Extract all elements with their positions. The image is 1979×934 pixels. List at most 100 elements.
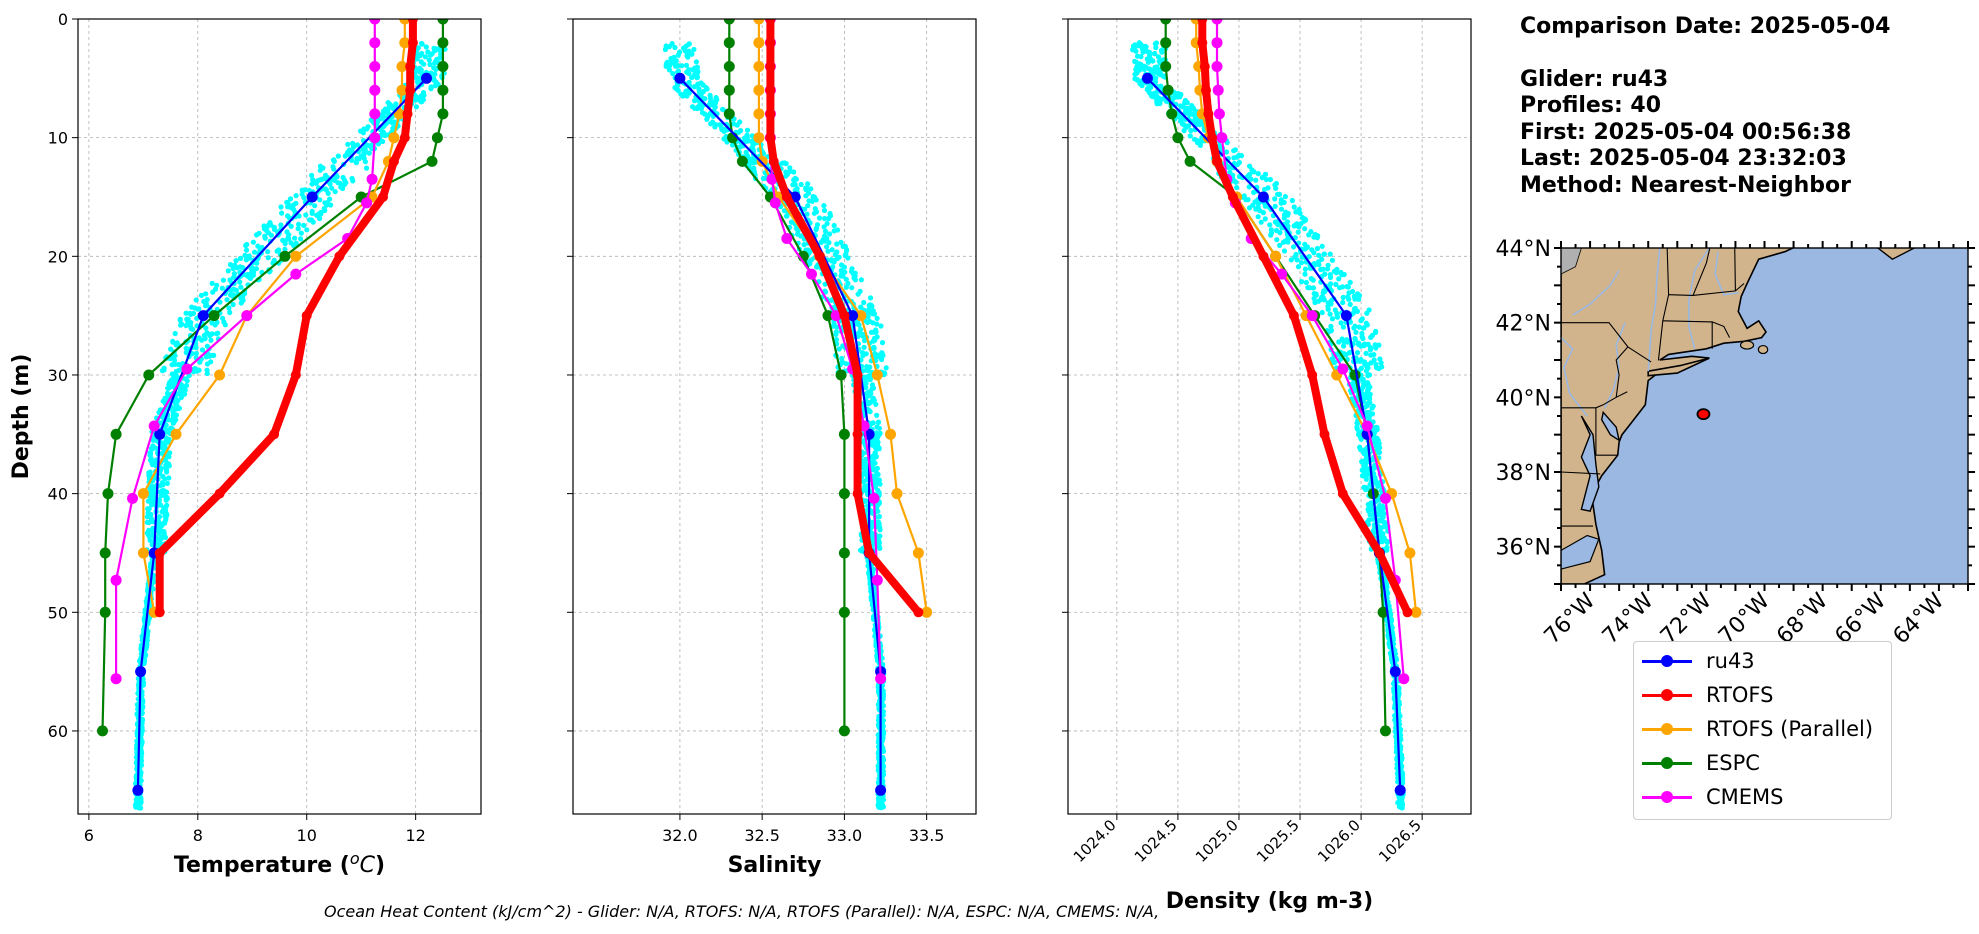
glider-raw-point — [869, 398, 875, 404]
glider-raw-point — [301, 195, 307, 201]
glider-raw-point — [243, 247, 250, 253]
glider-raw-point — [254, 260, 260, 266]
glider-raw-point — [1311, 234, 1317, 240]
glider-raw-point — [1245, 197, 1251, 203]
glider-raw-point — [158, 528, 164, 534]
glider-raw-point — [385, 110, 391, 116]
glider-raw-point — [278, 204, 284, 210]
data-point — [1361, 420, 1373, 432]
glider-raw-point — [172, 330, 178, 337]
glider-raw-point — [844, 248, 850, 254]
glider-raw-point — [1153, 45, 1159, 51]
glider-raw-point — [175, 391, 181, 397]
glider-raw-point — [293, 193, 299, 199]
glider-raw-point — [330, 164, 336, 170]
glider-raw-point — [1308, 229, 1314, 235]
glider-raw-point — [219, 285, 225, 291]
glider-raw-point — [177, 316, 183, 322]
data-point — [369, 37, 381, 49]
glider-raw-point — [1336, 339, 1342, 345]
glider-raw-point — [1360, 335, 1366, 342]
glider-raw-point — [1367, 512, 1373, 518]
glider-raw-point — [1155, 54, 1162, 60]
glider-raw-point — [1374, 481, 1380, 487]
glider-raw-point — [173, 368, 179, 375]
lake-ontario — [1561, 248, 1582, 275]
glider-raw-point — [860, 479, 867, 485]
glider-raw-point — [675, 52, 681, 58]
state-border — [1627, 346, 1652, 363]
data-point — [1257, 191, 1269, 203]
glider-raw-point — [684, 69, 690, 75]
glider-raw-point — [1187, 106, 1193, 112]
data-point — [393, 108, 405, 120]
island — [1757, 344, 1769, 355]
data-point — [99, 547, 111, 559]
x-tick-label: 1024.5 — [1131, 816, 1181, 866]
glider-raw-point — [1158, 83, 1164, 89]
glider-raw-point — [1361, 464, 1367, 470]
data-point — [1337, 488, 1348, 499]
glider-raw-point — [183, 382, 190, 389]
glider-raw-point — [876, 513, 883, 520]
glider-raw-point — [1272, 203, 1278, 209]
y-tick-label: 20 — [48, 247, 68, 266]
glider-raw-point — [713, 122, 719, 128]
glider-raw-point — [250, 239, 256, 245]
glider-raw-point — [1336, 276, 1342, 282]
glider-raw-point — [309, 181, 315, 187]
data-point — [437, 84, 449, 96]
glider-raw-point — [1353, 329, 1359, 335]
data-point — [1404, 547, 1416, 559]
data-point — [835, 369, 847, 381]
river — [1647, 248, 1661, 372]
glider-raw-point — [1305, 285, 1311, 291]
glider-raw-point — [1301, 218, 1307, 224]
glider-raw-point — [1251, 189, 1257, 195]
glider-raw-point — [203, 303, 209, 309]
glider-raw-point — [874, 412, 880, 418]
data-point — [912, 547, 924, 559]
glider-raw-point — [351, 143, 357, 150]
glider-raw-point — [317, 197, 323, 203]
x-tick-label: 33.5 — [909, 826, 945, 845]
glider-raw-point — [420, 90, 427, 96]
plot-area — [1130, 19, 1422, 811]
glider-raw-point — [808, 257, 815, 263]
chesapeake-bay — [1580, 415, 1600, 513]
glider-raw-point — [1234, 154, 1240, 160]
glider-raw-point — [720, 106, 726, 112]
glider-raw-point — [1363, 487, 1369, 493]
state-border — [1692, 248, 1711, 296]
glider-raw-point — [413, 104, 419, 110]
glider-raw-point — [1371, 357, 1377, 363]
glider-raw-point — [278, 222, 284, 228]
glider-raw-point — [1371, 352, 1377, 358]
glider-raw-point — [874, 321, 880, 327]
glider-raw-point — [1359, 330, 1365, 337]
glider-raw-point — [296, 221, 302, 227]
glider-raw-point — [301, 222, 307, 228]
x-tick-label: 12 — [405, 826, 425, 845]
glider-raw-point — [423, 44, 429, 50]
glider-raw-point — [226, 305, 232, 311]
glider-raw-point — [238, 294, 244, 300]
glider-raw-point — [158, 534, 164, 541]
glider-raw-point — [172, 413, 178, 419]
x-tick-label: 1024.0 — [1070, 816, 1120, 866]
glider-raw-point — [1296, 224, 1302, 230]
glider-raw-point — [1303, 279, 1309, 286]
glider-raw-point — [1291, 204, 1297, 210]
glider-name: Glider: ru43 — [1520, 66, 1669, 92]
glider-raw-point — [1358, 365, 1364, 371]
glider-raw-point — [419, 98, 425, 105]
data-point — [1340, 310, 1352, 322]
glider-raw-point — [248, 265, 254, 272]
glider-raw-point — [1357, 358, 1363, 364]
map-lon-label: 64°W — [1889, 588, 1950, 649]
comparison-date: Comparison Date: 2025-05-04 — [1520, 14, 1891, 39]
glider-raw-point — [162, 457, 168, 463]
data-point — [110, 428, 122, 440]
glider-raw-point — [220, 277, 226, 283]
